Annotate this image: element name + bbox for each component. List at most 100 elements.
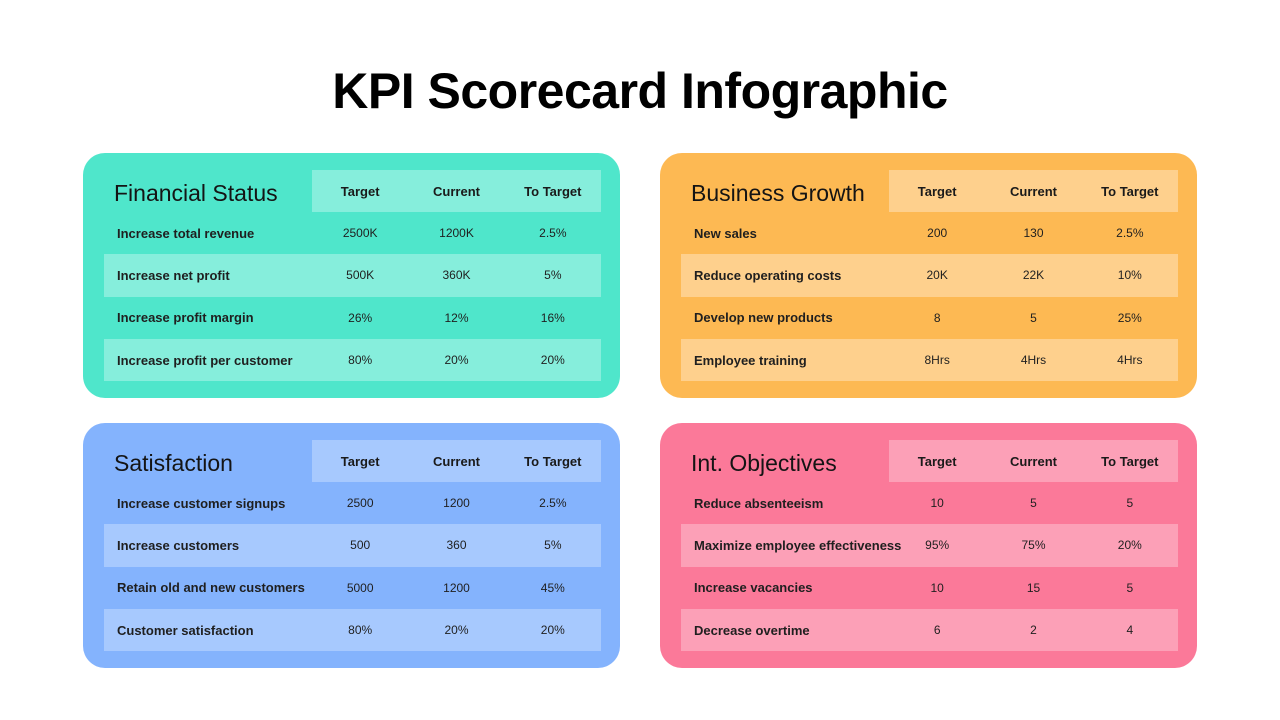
table-row: Employee training 8Hrs 4Hrs 4Hrs xyxy=(681,338,1178,382)
to-target-value: 5% xyxy=(544,268,562,283)
to-target-value: 4Hrs xyxy=(1117,353,1143,368)
kpi-table: Reduce absenteeism 10 5 5 Maximize emplo… xyxy=(681,482,1178,652)
target-value: 10 xyxy=(930,580,944,595)
current-value: 22K xyxy=(1022,268,1045,283)
to-target-value: 2.5% xyxy=(539,226,567,241)
table-header: Target Current To Target xyxy=(889,440,1178,482)
table-row: Increase net profit 500K 360K 5% xyxy=(104,254,601,297)
table-row: Increase customers 500 360 5% xyxy=(104,524,601,567)
row-label: New sales xyxy=(694,225,757,241)
column-header-to-target: To Target xyxy=(1101,183,1159,199)
row-label: Reduce absenteeism xyxy=(694,495,824,511)
current-value: 5 xyxy=(1030,496,1037,511)
current-value: 5 xyxy=(1030,310,1037,325)
row-label: Customer satisfaction xyxy=(117,622,254,638)
target-value: 6 xyxy=(933,623,941,638)
current-value: 12% xyxy=(444,310,469,325)
row-label: Increase net profit xyxy=(117,267,230,283)
table-row: New sales 200 130 2.5% xyxy=(681,212,1178,254)
kpi-card-satisfaction: Satisfaction Target Current To Target In… xyxy=(83,423,620,668)
table-row: Customer satisfaction 80% 20% 20% xyxy=(104,608,601,652)
table-header: Target Current To Target xyxy=(312,440,601,482)
table-row: Maximize employee effectiveness 95% 75% … xyxy=(681,524,1178,567)
table-header: Target Current To Target xyxy=(889,170,1178,212)
column-header-current: Current xyxy=(433,453,480,469)
kpi-card-business-growth: Business Growth Target Current To Target… xyxy=(660,153,1197,398)
to-target-value: 5 xyxy=(1126,580,1134,595)
column-header-current: Current xyxy=(433,183,480,199)
table-row: Reduce operating costs 20K 22K 10% xyxy=(681,254,1178,297)
current-value: 1200 xyxy=(443,496,470,511)
target-value: 20K xyxy=(926,268,948,283)
target-value: 500K xyxy=(346,268,375,283)
kpi-card-int-objectives: Int. Objectives Target Current To Target… xyxy=(660,423,1197,668)
card-title: Business Growth xyxy=(691,180,865,206)
row-label: Develop new products xyxy=(694,310,833,326)
table-header: Target Current To Target xyxy=(312,170,601,212)
current-value: 20% xyxy=(444,623,469,638)
to-target-value: 10% xyxy=(1117,268,1142,283)
row-label: Employee training xyxy=(694,352,807,368)
current-value: 2 xyxy=(1030,623,1037,638)
target-value: 8 xyxy=(933,310,941,325)
row-label: Increase customer signups xyxy=(117,495,286,511)
table-row: Increase customer signups 2500 1200 2.5% xyxy=(104,482,601,524)
row-label: Decrease overtime xyxy=(694,622,810,638)
current-value: 4Hrs xyxy=(1020,353,1047,368)
to-target-value: 20% xyxy=(540,353,565,368)
kpi-table: Increase total revenue 2500K 1200K 2.5% … xyxy=(104,212,601,382)
column-header-to-target: To Target xyxy=(524,183,582,199)
column-header-current: Current xyxy=(1010,183,1057,199)
target-value: 5000 xyxy=(346,580,374,595)
current-value: 360K xyxy=(442,268,471,283)
row-label: Maximize employee effectiveness xyxy=(694,537,902,553)
target-value: 200 xyxy=(927,226,948,241)
target-value: 500 xyxy=(350,538,371,553)
row-label: Increase total revenue xyxy=(117,225,255,241)
target-value: 80% xyxy=(348,623,373,638)
table-row: Increase total revenue 2500K 1200K 2.5% xyxy=(104,212,601,254)
table-row: Decrease overtime 6 2 4 xyxy=(681,608,1178,652)
table-row: Retain old and new customers 5000 1200 4… xyxy=(104,567,601,609)
row-label: Increase vacancies xyxy=(694,580,813,596)
target-value: 2500 xyxy=(346,496,374,511)
to-target-value: 20% xyxy=(1117,538,1142,553)
current-value: 360 xyxy=(446,538,467,553)
target-value: 10 xyxy=(930,496,944,511)
column-header-target: Target xyxy=(917,453,957,469)
target-value: 8Hrs xyxy=(924,353,950,368)
column-header-target: Target xyxy=(340,453,380,469)
column-header-target: Target xyxy=(340,183,380,199)
page-title: KPI Scorecard Infographic xyxy=(332,63,948,119)
table-row: Increase profit per customer 80% 20% 20% xyxy=(104,338,601,382)
target-value: 95% xyxy=(925,538,950,553)
kpi-table: New sales 200 130 2.5% Reduce operating … xyxy=(681,212,1178,382)
table-row: Develop new products 8 5 25% xyxy=(681,297,1178,339)
table-row: Increase profit margin 26% 12% 16% xyxy=(104,297,601,339)
row-label: Reduce operating costs xyxy=(694,267,842,283)
table-row: Increase vacancies 10 15 5 xyxy=(681,567,1178,609)
current-value: 1200K xyxy=(439,226,474,241)
to-target-value: 2.5% xyxy=(1116,226,1144,241)
column-header-current: Current xyxy=(1010,453,1057,469)
to-target-value: 4 xyxy=(1126,623,1134,638)
to-target-value: 5% xyxy=(544,538,562,553)
row-label: Increase customers xyxy=(117,537,240,553)
to-target-value: 25% xyxy=(1117,310,1142,325)
target-value: 80% xyxy=(348,353,373,368)
current-value: 15 xyxy=(1026,580,1041,595)
row-label: Retain old and new customers xyxy=(117,580,305,596)
current-value: 20% xyxy=(444,353,469,368)
to-target-value: 45% xyxy=(540,580,565,595)
column-header-to-target: To Target xyxy=(1101,453,1159,469)
row-label: Increase profit margin xyxy=(117,310,254,326)
kpi-card-financial-status: Financial Status Target Current To Targe… xyxy=(83,153,620,398)
card-title: Satisfaction xyxy=(114,450,233,476)
to-target-value: 16% xyxy=(540,310,565,325)
target-value: 26% xyxy=(348,310,373,325)
to-target-value: 5 xyxy=(1126,496,1134,511)
row-label: Increase profit per customer xyxy=(117,352,293,368)
column-header-to-target: To Target xyxy=(524,453,582,469)
to-target-value: 20% xyxy=(540,623,565,638)
target-value: 2500K xyxy=(342,226,378,241)
